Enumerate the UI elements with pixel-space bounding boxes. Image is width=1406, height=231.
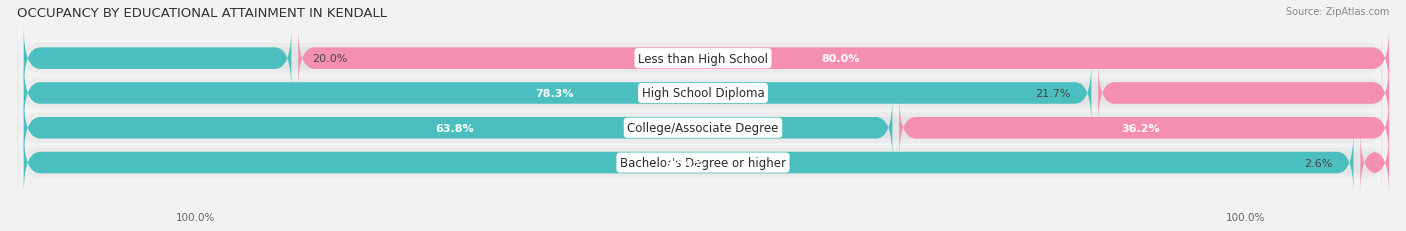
Text: 78.3%: 78.3% — [534, 88, 574, 99]
Text: High School Diploma: High School Diploma — [641, 87, 765, 100]
Text: OCCUPANCY BY EDUCATIONAL ATTAINMENT IN KENDALL: OCCUPANCY BY EDUCATIONAL ATTAINMENT IN K… — [17, 7, 387, 20]
Text: 36.2%: 36.2% — [1122, 123, 1160, 133]
FancyBboxPatch shape — [24, 132, 1354, 194]
FancyBboxPatch shape — [1361, 132, 1389, 194]
FancyBboxPatch shape — [17, 22, 1389, 96]
FancyBboxPatch shape — [298, 28, 1389, 90]
Text: 100.0%: 100.0% — [176, 212, 215, 222]
Legend: Owner-occupied, Renter-occupied: Owner-occupied, Renter-occupied — [588, 228, 818, 231]
Text: 97.4%: 97.4% — [665, 158, 704, 168]
FancyBboxPatch shape — [17, 126, 1389, 200]
FancyBboxPatch shape — [24, 28, 1382, 90]
FancyBboxPatch shape — [24, 28, 291, 90]
Text: 80.0%: 80.0% — [821, 54, 859, 64]
FancyBboxPatch shape — [1098, 63, 1389, 124]
Text: Bachelor's Degree or higher: Bachelor's Degree or higher — [620, 156, 786, 169]
Text: College/Associate Degree: College/Associate Degree — [627, 122, 779, 135]
FancyBboxPatch shape — [17, 57, 1389, 130]
FancyBboxPatch shape — [900, 97, 1389, 159]
FancyBboxPatch shape — [17, 91, 1389, 165]
Text: 20.0%: 20.0% — [312, 54, 347, 64]
FancyBboxPatch shape — [24, 97, 1382, 159]
FancyBboxPatch shape — [24, 97, 893, 159]
FancyBboxPatch shape — [24, 63, 1091, 124]
Text: 2.6%: 2.6% — [1305, 158, 1333, 168]
Text: 21.7%: 21.7% — [1035, 88, 1071, 99]
Text: 100.0%: 100.0% — [1226, 212, 1265, 222]
FancyBboxPatch shape — [24, 63, 1382, 124]
Text: Source: ZipAtlas.com: Source: ZipAtlas.com — [1285, 7, 1389, 17]
FancyBboxPatch shape — [24, 132, 1382, 194]
Text: Less than High School: Less than High School — [638, 52, 768, 65]
Text: 63.8%: 63.8% — [436, 123, 474, 133]
